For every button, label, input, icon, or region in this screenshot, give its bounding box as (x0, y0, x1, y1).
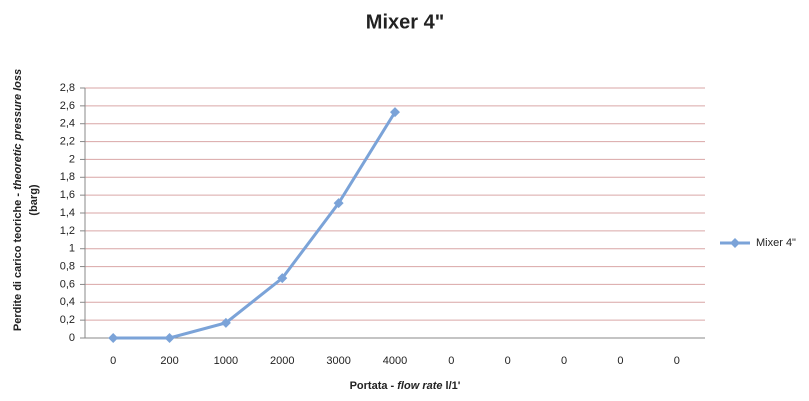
y-tick-label: 1 (69, 243, 75, 255)
y-tick-label: 0,8 (60, 260, 75, 272)
y-tick-label: 1,2 (60, 225, 75, 237)
y-tick-label: 2,6 (60, 100, 75, 112)
x-tick-label: 0 (674, 355, 680, 367)
point (277, 273, 288, 284)
y-axis-title-unit: (barg) (28, 184, 40, 216)
x-axis-title-part: l/1' (443, 380, 461, 392)
x-tick-label: 200 (160, 355, 178, 367)
point (220, 317, 231, 328)
y-tick-label: 0,4 (60, 296, 75, 308)
x-tick-label: 0 (110, 355, 116, 367)
y-tick-label: 0 (69, 332, 75, 344)
x-tick-label: 0 (561, 355, 567, 367)
point (108, 333, 119, 343)
y-axis-title: Perdite di carico teoriche - theoretic p… (12, 69, 24, 331)
x-axis-title-part: flow rate (397, 380, 442, 392)
y-tick-label: 2,2 (60, 135, 75, 147)
chart-title: Mixer 4" (366, 11, 444, 33)
x-tick-label: 3000 (326, 355, 350, 367)
point (390, 107, 400, 118)
x-tick-label: 4000 (383, 355, 407, 367)
x-axis-title: Portata - flow rate l/1' (350, 380, 461, 392)
y-tick-label: 0,6 (60, 278, 75, 290)
x-tick-label: 1000 (214, 355, 238, 367)
y-tick-label: 2 (69, 153, 75, 165)
y-tick-label: 1,8 (60, 171, 75, 183)
x-axis-title-part: Portata - (350, 380, 398, 392)
y-tick-label: 2,4 (60, 118, 75, 130)
x-tick-label: 0 (448, 355, 454, 367)
x-tick-label: 0 (505, 355, 511, 367)
series-line (113, 111, 397, 340)
y-tick-label: 0,2 (60, 314, 75, 326)
y-tick-label: 2,8 (60, 82, 75, 94)
x-tick-label: 2000 (270, 355, 294, 367)
y-axis-title-part: Perdite di carico teoriche - (12, 190, 24, 331)
x-tick-label: 0 (617, 355, 623, 367)
y-tick-label: 1,6 (60, 189, 75, 201)
legend-marker (730, 238, 740, 248)
legend-label: Mixer 4" (756, 237, 796, 249)
y-axis-title-part: theoretic pressure loss (12, 69, 24, 190)
y-tick-label: 1,4 (60, 207, 75, 219)
point (333, 198, 344, 209)
point (164, 333, 175, 343)
